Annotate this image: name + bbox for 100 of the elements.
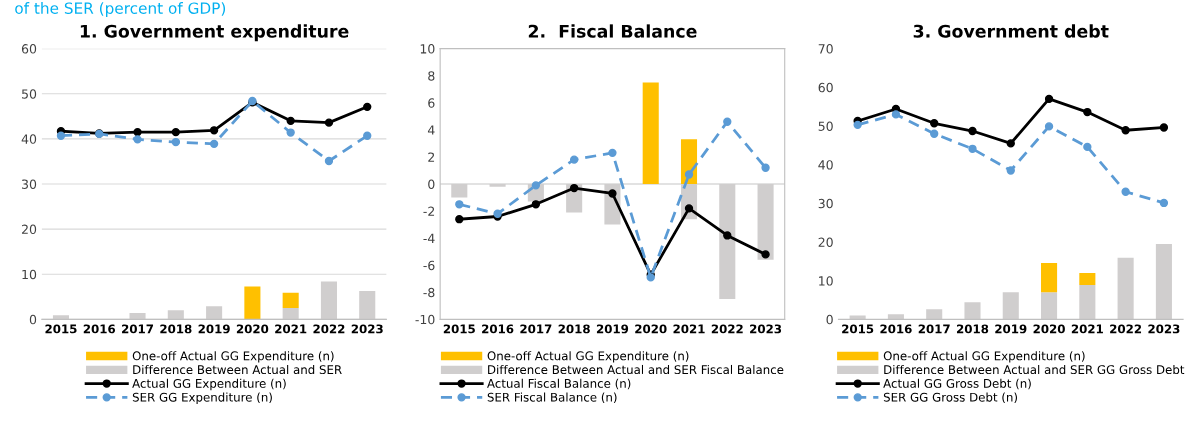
chart-title: 3. Government debt xyxy=(913,24,1109,38)
y-tick-label: 20 xyxy=(21,224,37,235)
point xyxy=(455,215,464,224)
y-tick-label: 30 xyxy=(22,179,37,189)
y-tick-label: -10 xyxy=(415,314,435,325)
chart-title: 1. Government expenditure xyxy=(80,24,349,42)
x-tick-label: 2021 xyxy=(673,324,705,334)
legend-label: SER GG Expenditure (n) xyxy=(132,392,272,404)
point xyxy=(324,118,334,127)
x-tick-label: 2021 xyxy=(275,324,307,334)
point xyxy=(853,120,862,130)
point xyxy=(569,155,579,164)
x-tick-label: 2019 xyxy=(198,324,230,334)
point xyxy=(1044,122,1054,131)
x-tick-label: 2015 xyxy=(842,324,874,334)
bar xyxy=(206,306,223,320)
x-tick-label: 2016 xyxy=(880,324,912,334)
x-tick-label: 2023 xyxy=(351,324,383,334)
legend-label: Actual GG Expenditure (n) xyxy=(132,378,286,391)
bar xyxy=(1079,272,1096,285)
point xyxy=(761,250,770,259)
bar xyxy=(887,314,904,320)
x-tick-label: 2015 xyxy=(45,324,77,334)
y-tick-label: 10 xyxy=(420,44,435,54)
point xyxy=(1121,187,1130,196)
point xyxy=(531,181,541,190)
legend-label: Difference Between Actual and SER xyxy=(133,364,342,375)
x-tick-label: 2018 xyxy=(558,324,590,334)
y-tick-label: 10 xyxy=(819,276,833,286)
point xyxy=(1006,166,1015,175)
point xyxy=(891,110,901,119)
point xyxy=(723,117,732,126)
x-tick-label: 2020 xyxy=(635,324,667,334)
bar xyxy=(1002,292,1019,320)
bar xyxy=(320,281,337,320)
bar xyxy=(1041,292,1058,320)
y-tick-label: 40 xyxy=(21,134,37,144)
point xyxy=(133,127,142,137)
x-tick-label: 2022 xyxy=(1110,324,1142,334)
x-tick-label: 2017 xyxy=(918,324,950,334)
point xyxy=(608,148,617,158)
point xyxy=(1121,126,1130,135)
x-tick-label: 2016 xyxy=(482,324,514,334)
bar xyxy=(244,286,261,320)
legend-label: SER GG Gross Debt (n) xyxy=(883,392,1017,404)
y-tick-label: 10 xyxy=(22,269,37,280)
y-tick-label: 0 xyxy=(428,179,435,189)
point xyxy=(930,119,939,128)
point xyxy=(1083,142,1092,152)
x-tick-label: 2020 xyxy=(1033,324,1065,334)
x-tick-label: 2019 xyxy=(596,324,629,334)
bar xyxy=(642,82,659,185)
point xyxy=(1159,123,1169,132)
bar xyxy=(359,290,376,320)
y-tick-label: 8 xyxy=(428,71,435,81)
point xyxy=(324,156,334,166)
legend-label: Actual Fiscal Balance (n) xyxy=(487,378,631,390)
point xyxy=(455,200,464,209)
y-tick-label: 60 xyxy=(818,82,833,93)
x-tick-label: 2015 xyxy=(443,324,475,334)
point xyxy=(1006,139,1015,148)
text: of the SER (percent of GDP) xyxy=(15,2,226,17)
x-tick-label: 2021 xyxy=(1071,324,1103,334)
y-tick-label: -2 xyxy=(423,206,435,216)
legend-label: One-off Actual GG Expenditure (n) xyxy=(132,351,334,363)
point xyxy=(133,135,142,144)
bar xyxy=(964,302,981,320)
legend-label: Difference Between Actual and SER GG Gross Debt xyxy=(884,364,1185,375)
x-tick-label: 2022 xyxy=(313,324,345,334)
y-tick-label: -6 xyxy=(423,260,435,271)
legend-label: Difference Between Actual and SER Fiscal Balance xyxy=(488,364,784,375)
y-tick-label: 2 xyxy=(428,152,435,162)
x-tick-label: 2018 xyxy=(160,324,192,334)
point xyxy=(761,163,770,172)
bar xyxy=(1117,257,1134,320)
point xyxy=(930,129,939,138)
point xyxy=(569,183,579,193)
x-tick-label: 2022 xyxy=(711,324,743,334)
x-tick-label: 2023 xyxy=(1148,324,1180,334)
point xyxy=(684,170,694,179)
y-tick-label: 60 xyxy=(21,44,37,54)
y-tick-label: 70 xyxy=(818,44,833,54)
legend-label: SER Fiscal Balance (n) xyxy=(487,392,617,404)
bar xyxy=(167,310,184,320)
point xyxy=(171,137,180,147)
point xyxy=(968,144,977,153)
x-tick-label: 2019 xyxy=(995,324,1027,334)
y-tick-label: 6 xyxy=(428,98,435,108)
bar xyxy=(849,315,866,320)
y-tick-label: -4 xyxy=(423,233,435,243)
y-tick-label: 40 xyxy=(818,160,833,170)
point xyxy=(209,126,219,135)
x-tick-label: 2017 xyxy=(122,324,154,334)
point xyxy=(56,131,66,140)
bar xyxy=(52,315,70,320)
point xyxy=(1044,94,1054,104)
bar xyxy=(1155,243,1172,320)
y-tick-label: 50 xyxy=(818,121,833,131)
point xyxy=(968,126,977,136)
point xyxy=(608,189,617,198)
